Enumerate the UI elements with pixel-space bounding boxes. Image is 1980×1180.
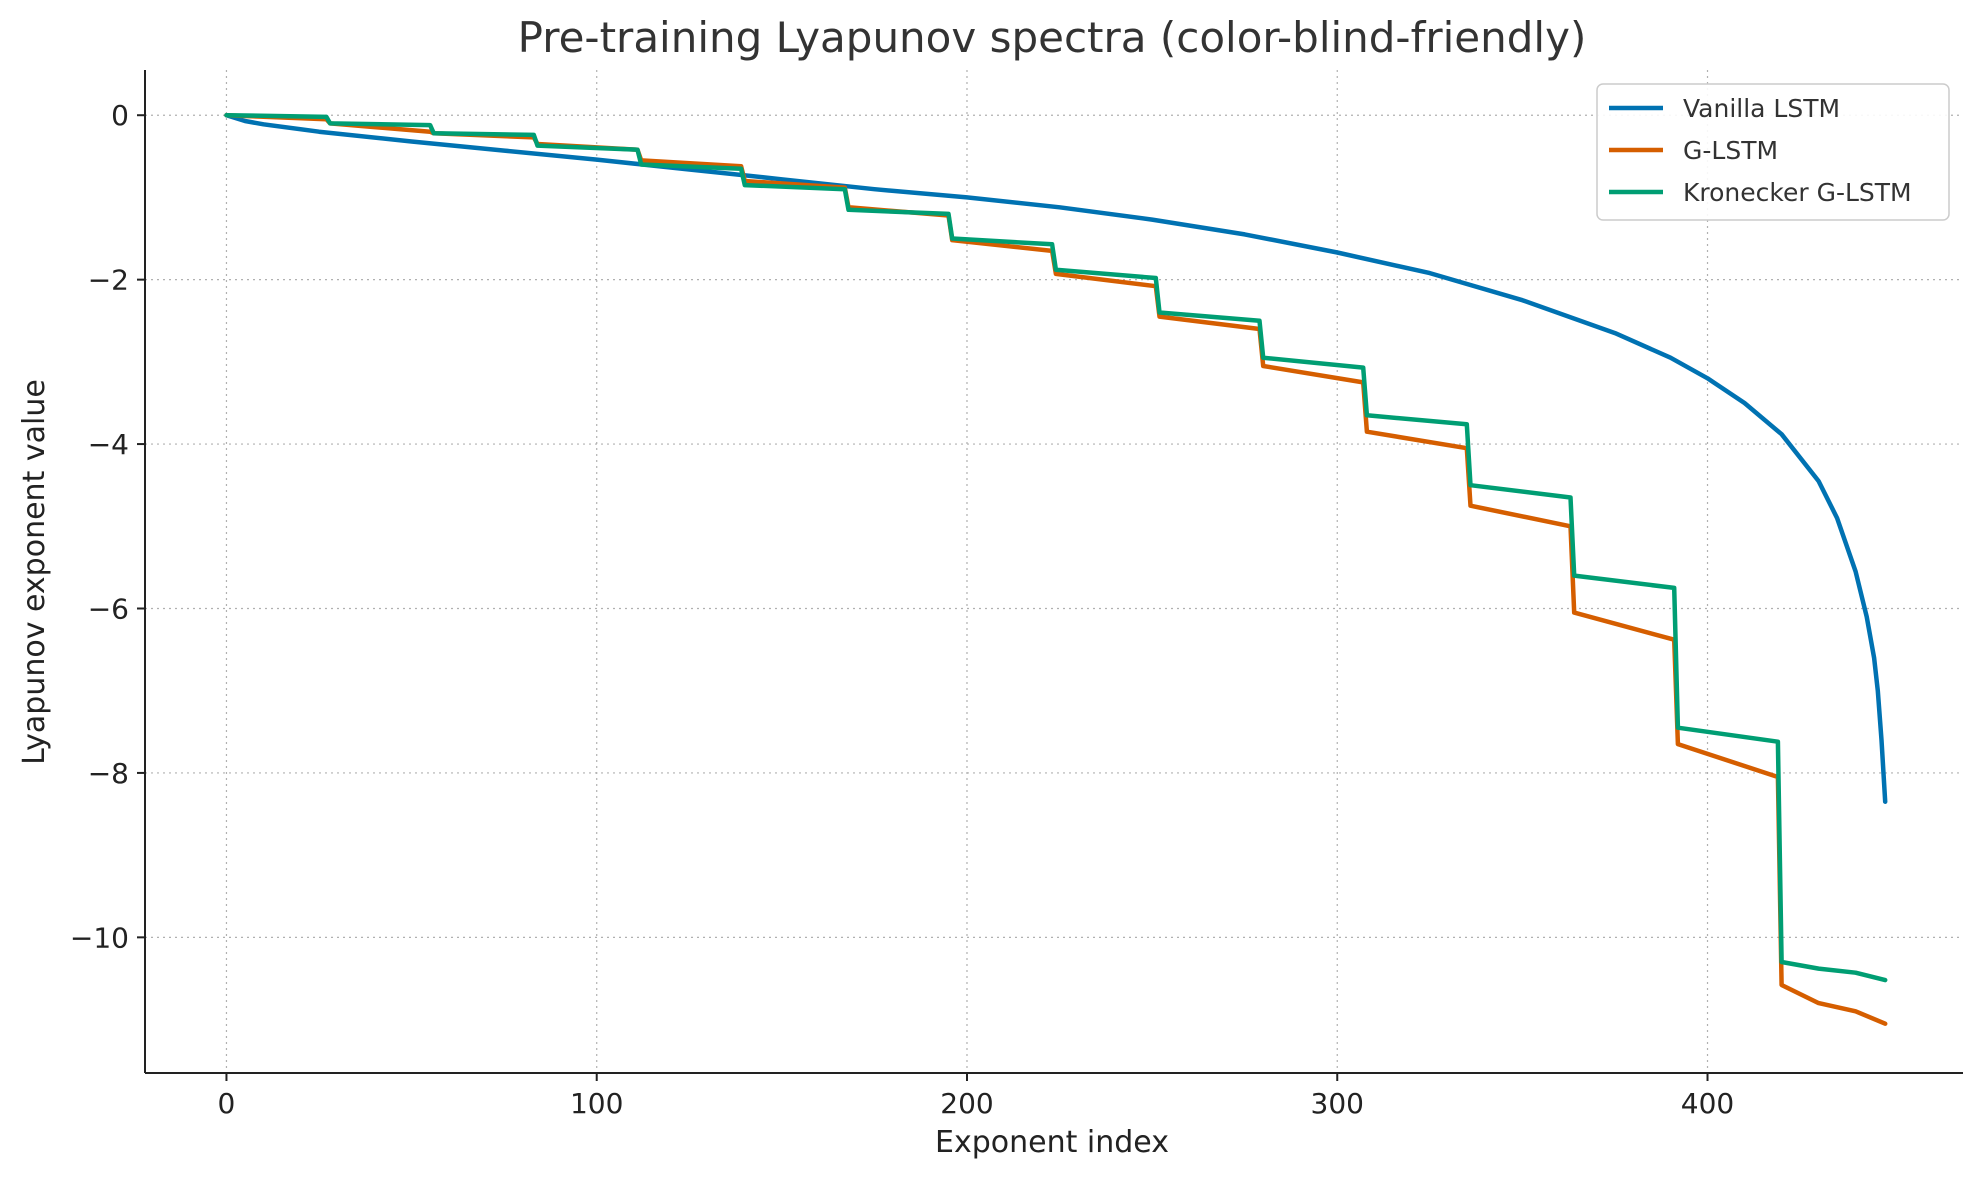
series-line-1: [224, 112, 1888, 1026]
y-tick-label: −2: [88, 264, 129, 297]
series-layer: [224, 112, 1888, 1026]
series-line-0: [224, 112, 1888, 804]
y-tick-label: −8: [88, 757, 129, 790]
y-tick-label: −4: [88, 428, 129, 461]
grid-layer: [145, 70, 1963, 1073]
x-tick-label: 400: [1681, 1087, 1734, 1120]
y-tick-label: 0: [111, 99, 129, 132]
y-axis-label: Lyapunov exponent value: [17, 379, 52, 765]
x-tick-label: 100: [570, 1087, 623, 1120]
legend: Vanilla LSTM G-LSTM Kronecker G-LSTM: [1596, 83, 1950, 221]
series-line-2: [224, 112, 1888, 983]
legend-label-2: Kronecker G-LSTM: [1683, 178, 1912, 207]
chart-title: Pre-training Lyapunov spectra (color-bli…: [518, 13, 1587, 62]
y-tick-label: −10: [70, 921, 129, 954]
legend-label-0: Vanilla LSTM: [1683, 94, 1840, 123]
x-tick-label: 0: [218, 1087, 236, 1120]
legend-frame: [1596, 83, 1950, 221]
legend-label-1: G-LSTM: [1683, 136, 1778, 165]
x-axis-label: Exponent index: [935, 1125, 1169, 1160]
axes-layer: 0 100 200 300 400 0 −2 −4 −6 −8 −10: [70, 70, 1963, 1120]
x-tick-label: 300: [1311, 1087, 1364, 1120]
y-tick-label: −6: [88, 592, 129, 625]
x-tick-label: 200: [940, 1087, 993, 1120]
